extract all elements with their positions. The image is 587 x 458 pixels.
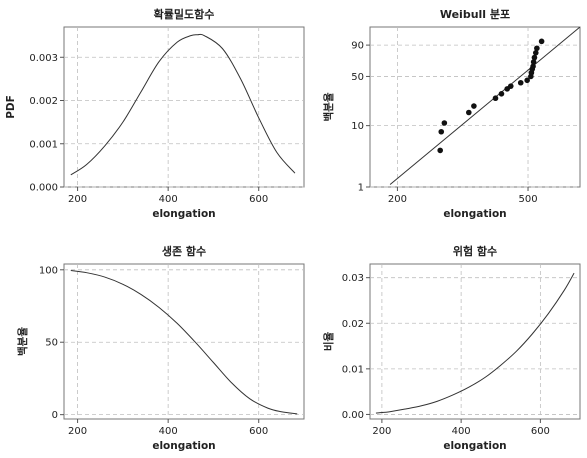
x-axis-label: elongation — [443, 208, 506, 220]
x-tick-label: 400 — [159, 194, 178, 205]
data-point — [507, 83, 514, 89]
data-point — [517, 79, 524, 86]
chart-panel-hazard: 200 400 600 0.00 0.01 0.02 0.03 위험 함수 elongation… — [322, 244, 581, 452]
x-tick-label: 200 — [372, 426, 391, 437]
plot-area — [63, 263, 305, 420]
x-tick-label: 400 — [159, 426, 178, 437]
y-tick-label: 0.03 — [342, 273, 364, 284]
data-point — [534, 45, 540, 52]
x-tick-label: 500 — [518, 194, 537, 205]
y-tick-label: 100 — [39, 265, 58, 276]
x-tick-label: 400 — [452, 426, 471, 437]
y-axis-label: 백분율 — [16, 327, 29, 356]
chart-panel-survival: 200 400 600 0 50 100 생존 함수 elongation 백분율 — [16, 244, 305, 452]
y-axis-label: 비율 — [322, 332, 335, 352]
y-tick-label: 0.02 — [342, 319, 364, 330]
data-point — [438, 128, 445, 135]
chart-title: 확률밀도함수 — [154, 7, 215, 21]
y-tick-label: 0.002 — [29, 96, 58, 107]
data-point — [498, 90, 505, 97]
plot-area — [369, 263, 581, 420]
data-point — [465, 109, 472, 116]
data-point — [531, 54, 538, 61]
chart-panel-pdf: 200 400 600 0.000 0.001 0.002 0.003 확률밀도함수 elong… — [5, 7, 305, 220]
y-tick-label: 90 — [351, 41, 364, 52]
data-point — [524, 77, 530, 84]
chart-title: 생존 함수 — [162, 244, 206, 258]
series-line — [70, 33, 296, 176]
x-tick-label: 600 — [249, 426, 268, 437]
x-tick-label: 600 — [531, 426, 550, 437]
y-tick-label: 0.01 — [342, 364, 364, 375]
y-axis-label: 백분율 — [322, 92, 335, 121]
series-line — [375, 272, 575, 414]
y-tick-label: 50 — [45, 338, 58, 349]
data-point — [492, 95, 499, 102]
y-tick-label: 0.001 — [29, 139, 58, 150]
x-axis-label: elongation — [443, 440, 506, 452]
y-tick-label: 0 — [52, 410, 58, 421]
y-tick-label: 0.003 — [29, 53, 58, 64]
fit-line — [389, 27, 580, 185]
data-point — [441, 120, 448, 126]
data-point — [471, 103, 477, 109]
y-tick-label: 50 — [351, 72, 364, 83]
x-tick-label: 200 — [388, 194, 407, 205]
chart-title: 위험 함수 — [453, 244, 497, 258]
x-tick-label: 200 — [68, 194, 87, 205]
series-line — [70, 270, 298, 415]
y-axis-label: PDF — [5, 95, 17, 119]
data-point — [530, 63, 536, 70]
x-tick-label: 200 — [68, 426, 87, 437]
data-point — [532, 49, 539, 56]
x-axis-label: elongation — [152, 208, 215, 220]
y-tick-label: 1 — [358, 183, 364, 194]
y-tick-label: 10 — [351, 121, 364, 132]
data-point — [538, 38, 545, 45]
data-point — [437, 147, 443, 154]
data-point — [530, 59, 537, 65]
plot-area — [63, 26, 305, 188]
chart-title: Weibull 분포 — [440, 8, 510, 21]
x-tick-label: 600 — [249, 194, 268, 205]
y-tick-label: 0.000 — [29, 183, 58, 194]
chart-panel-weibull: 200 500 1 10 50 90 Weibull 분포 elongation 백분율 — [322, 8, 581, 220]
x-axis-label: elongation — [152, 440, 215, 452]
y-tick-label: 0.00 — [342, 410, 364, 421]
